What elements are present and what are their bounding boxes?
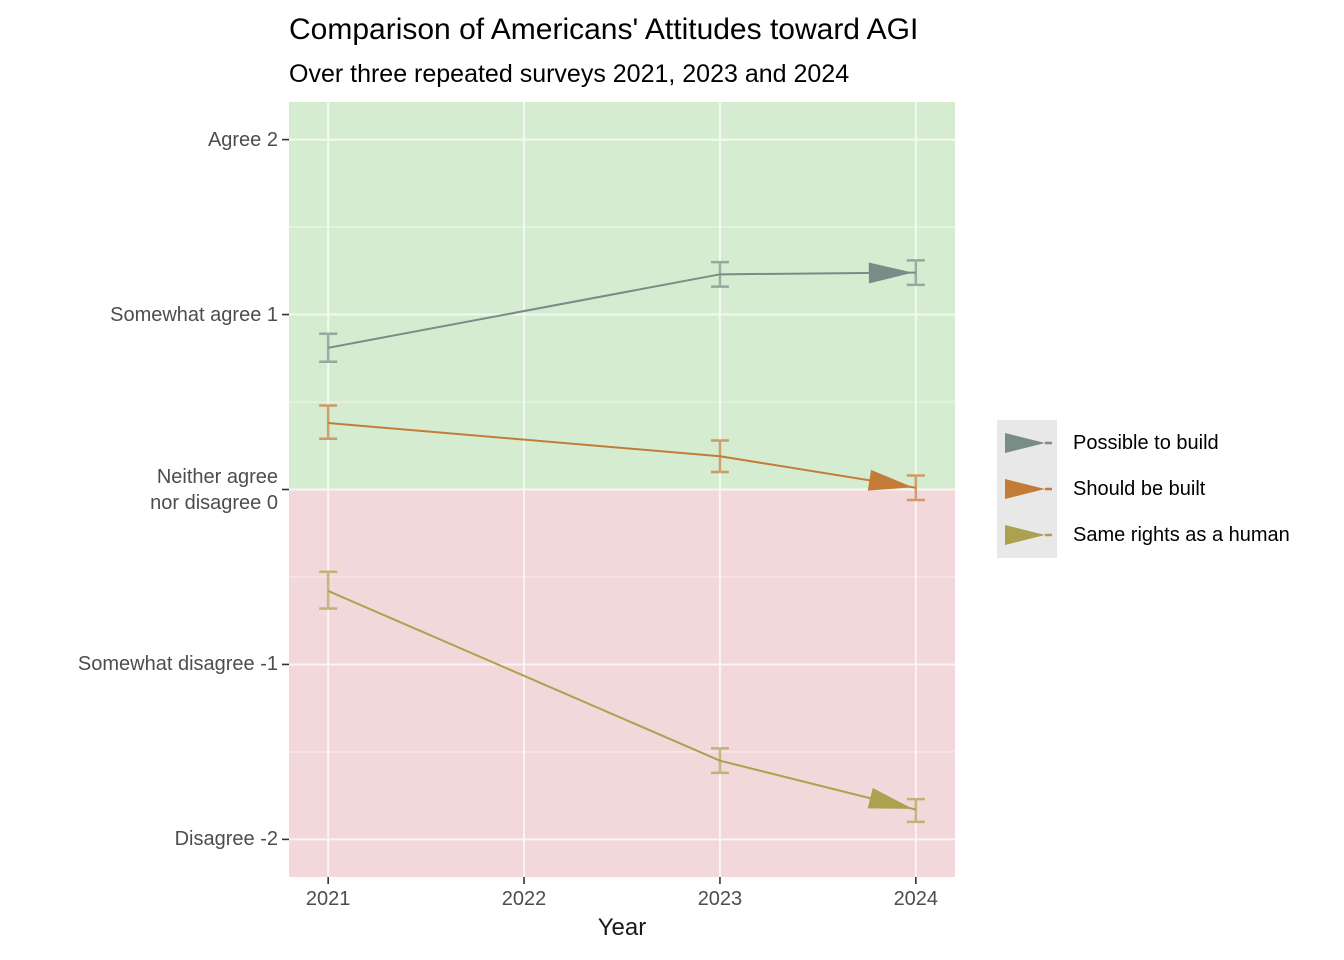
legend-label: Possible to build <box>1073 431 1219 454</box>
arrow-head-icon <box>867 469 913 491</box>
legend-arrow-icon <box>1005 525 1052 545</box>
y-tick-label-line: Somewhat agree 1 <box>110 303 278 326</box>
band-agree-zone <box>289 102 955 490</box>
error-bars <box>319 404 925 502</box>
x-axis-title: Year <box>597 914 647 941</box>
arrow-head-icon <box>868 262 913 284</box>
series-possible-to-build <box>319 259 925 364</box>
x-tick-label: 2021 <box>305 888 351 910</box>
legend-entry: Possible to build <box>997 420 1290 466</box>
legend: Possible to build Should be built Same rig… <box>997 420 1290 558</box>
major-gridlines <box>289 102 955 877</box>
x-tick-label: 2022 <box>501 888 547 910</box>
error-bars <box>319 570 925 824</box>
band-disagree-zone <box>289 489 955 877</box>
legend-key <box>997 512 1057 558</box>
chart-subtitle: Over three repeated surveys 2021, 2023 a… <box>289 60 850 88</box>
legend-entry: Should be built <box>997 466 1290 512</box>
y-tick-label-line: Agree 2 <box>207 128 278 151</box>
axis-tick-marks <box>282 138 917 884</box>
arrow-head-icon <box>867 788 913 809</box>
y-tick-label-line: Neither agree <box>156 465 278 488</box>
series-should-be-built <box>319 404 925 502</box>
x-tick-label: 2023 <box>697 888 743 910</box>
y-tick-label-line: Disagree -2 <box>174 828 278 851</box>
legend-key <box>997 420 1057 466</box>
y-tick-label: Disagree -2 <box>0 826 278 852</box>
series-same-rights-as-a-human <box>319 570 925 824</box>
y-tick-label: Agree 2 <box>0 127 278 153</box>
y-tick-label: Neither agree nor disagree 0 <box>0 464 278 516</box>
legend-arrow-icon <box>1005 433 1052 453</box>
legend-arrow-icon <box>1005 479 1052 499</box>
legend-label: Should be built <box>1073 477 1206 500</box>
y-tick-label: Somewhat agree 1 <box>0 302 278 328</box>
y-tick-label-line: Somewhat disagree -1 <box>77 653 278 676</box>
legend-label: Same rights as a human <box>1073 523 1290 546</box>
minor-gridlines <box>289 226 955 753</box>
error-bars <box>319 259 925 364</box>
chart-title: Comparison of Americans' Attitudes towar… <box>289 13 919 46</box>
x-tick-label: 2024 <box>893 888 939 910</box>
legend-key <box>997 466 1057 512</box>
y-tick-label-line: nor disagree 0 <box>150 491 278 514</box>
y-tick-label: Somewhat disagree -1 <box>0 651 278 677</box>
legend-entry: Same rights as a human <box>997 512 1290 558</box>
